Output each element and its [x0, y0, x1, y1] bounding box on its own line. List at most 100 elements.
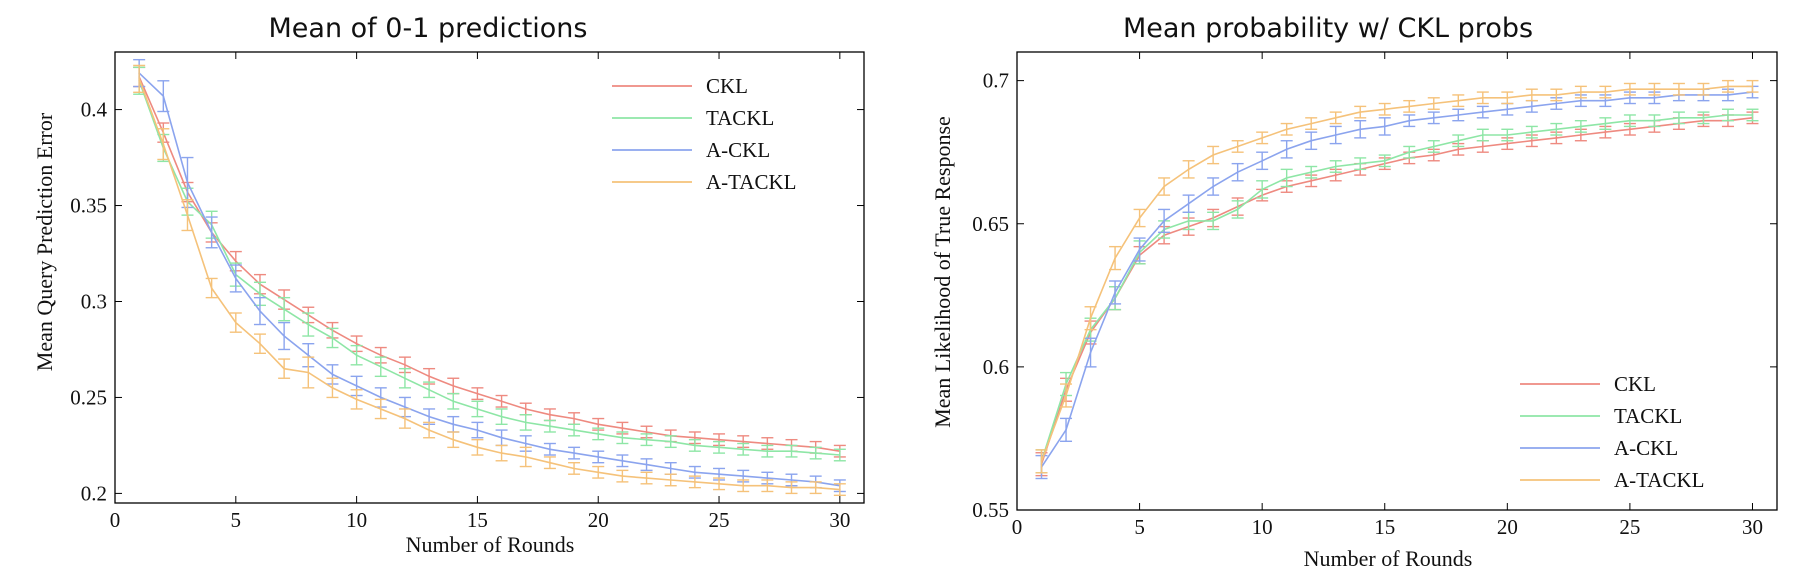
data-point: [742, 484, 744, 487]
data-point: [355, 354, 358, 357]
x-tick-label: 10: [346, 508, 367, 532]
data-point: [549, 425, 551, 428]
data-point: [1727, 85, 1729, 88]
data-point: [1261, 159, 1263, 162]
y-tick-label: 0.2: [81, 481, 107, 505]
legend-label: TACKL: [706, 106, 774, 130]
legend-item-tackl: TACKL: [1520, 404, 1682, 428]
data-point: [1580, 134, 1582, 136]
data-point: [1310, 122, 1312, 125]
data-point: [1236, 208, 1239, 211]
data-point: [1261, 137, 1263, 139]
x-tick-label: 0: [1012, 515, 1023, 539]
x-tick-label: 20: [1497, 515, 1518, 539]
data-point: [742, 448, 744, 451]
data-point: [1212, 154, 1214, 156]
data-point: [307, 323, 310, 326]
series-layer: [1035, 79, 1759, 480]
y-tick-label: 0.35: [70, 194, 107, 218]
data-point: [1629, 88, 1631, 91]
y-tick-label: 0.6: [983, 355, 1009, 379]
data-point: [500, 415, 503, 418]
data-point: [1555, 94, 1558, 96]
data-point: [1114, 257, 1116, 259]
x-tick-label: 25: [1619, 515, 1640, 539]
data-point: [1408, 119, 1411, 122]
data-point: [452, 423, 455, 426]
data-point: [718, 446, 720, 449]
data-point: [1482, 111, 1484, 113]
legend: CKL TACKL A-CKL A-TACKL: [612, 74, 796, 194]
data-point: [210, 287, 213, 289]
data-point: [1604, 131, 1607, 133]
data-point: [742, 475, 744, 477]
data-point: [1065, 394, 1067, 397]
legend-label: A-CKL: [1614, 436, 1678, 460]
data-point: [1310, 180, 1312, 182]
data-point: [645, 477, 648, 479]
data-point: [428, 415, 430, 418]
x-tick-label: 15: [1374, 515, 1395, 539]
data-point: [404, 417, 406, 420]
data-point: [428, 388, 430, 391]
data-point: [1580, 125, 1582, 128]
data-point: [1040, 460, 1043, 463]
data-point: [549, 413, 551, 416]
data-point: [597, 433, 600, 435]
data-point: [645, 463, 648, 466]
data-point: [283, 308, 285, 310]
data-point: [1457, 99, 1460, 102]
y-tick-label: 0.3: [81, 289, 107, 313]
series-a-tackl: [1035, 79, 1759, 474]
data-point: [452, 438, 455, 441]
y-tick-label: 0.4: [81, 98, 108, 122]
legend-item-a-tackl: A-TACKL: [612, 170, 796, 194]
legend-item-a-ckl: A-CKL: [1520, 436, 1678, 460]
data-point: [1506, 134, 1509, 136]
data-point: [597, 423, 600, 426]
data-point: [814, 452, 817, 454]
data-point: [1702, 117, 1705, 119]
data-point: [1236, 145, 1239, 148]
data-point: [1531, 105, 1533, 108]
data-point: [1212, 185, 1214, 188]
data-point: [138, 78, 140, 80]
legend-label: A-TACKL: [706, 170, 796, 194]
data-point: [500, 436, 503, 439]
data-point: [476, 446, 479, 449]
data-point: [1531, 139, 1533, 142]
data-point: [1187, 220, 1190, 222]
data-point: [1187, 168, 1190, 171]
chart-title: Mean of 0-1 predictions: [269, 13, 588, 44]
data-point: [524, 442, 527, 445]
data-point: [476, 429, 479, 431]
data-point: [1138, 217, 1141, 219]
legend-item-a-tackl: A-TACKL: [1520, 468, 1704, 492]
data-point: [621, 459, 624, 462]
y-tick-label: 0.55: [972, 498, 1009, 522]
y-tick-label: 0.25: [70, 385, 107, 409]
data-point: [573, 452, 575, 454]
data-point: [404, 364, 406, 366]
data-point: [573, 417, 575, 420]
data-point: [1334, 134, 1337, 136]
data-point: [476, 392, 479, 395]
data-point: [1383, 159, 1386, 162]
data-point: [1334, 117, 1337, 119]
data-point: [524, 408, 527, 410]
data-point: [1580, 91, 1582, 93]
data-point: [1604, 91, 1607, 93]
data-point: [379, 408, 382, 410]
data-point: [1432, 117, 1435, 119]
legend-label: CKL: [1614, 372, 1656, 396]
data-point: [1555, 102, 1558, 105]
data-point: [259, 293, 261, 295]
data-point: [428, 375, 430, 378]
series-line-tackl: [138, 80, 840, 456]
data-point: [694, 436, 696, 439]
y-tick-label: 0.65: [972, 212, 1009, 236]
data-point: [524, 456, 527, 458]
data-point: [1089, 351, 1092, 354]
data-point: [1653, 88, 1656, 91]
